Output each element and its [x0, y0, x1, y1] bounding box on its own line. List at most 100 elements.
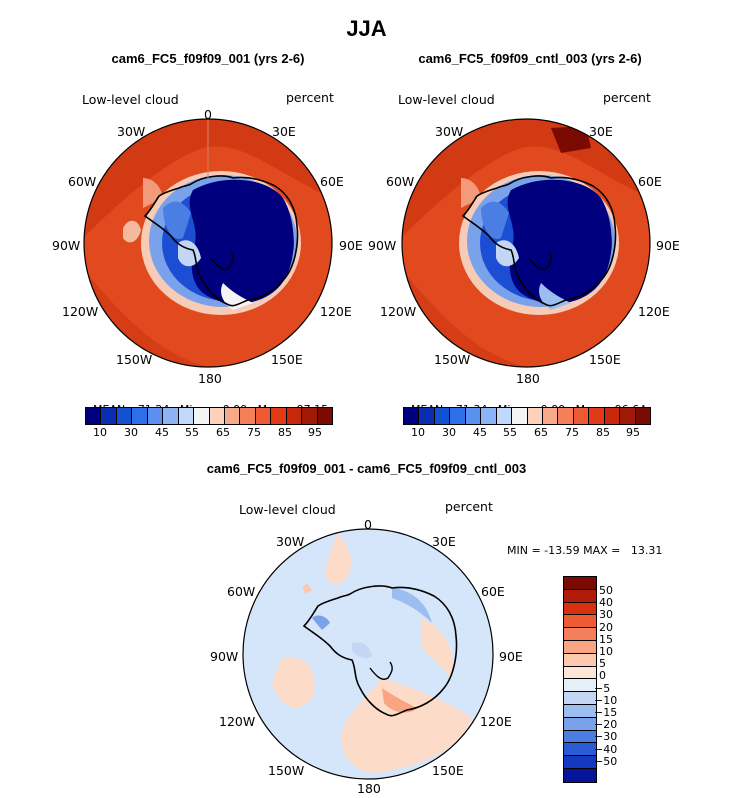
colorbar-swatch	[481, 408, 497, 424]
panel-1-lon-60w: 60W	[68, 174, 97, 189]
colorbar-swatch	[604, 408, 621, 424]
diff-cbar-tick: 40	[599, 596, 613, 610]
colorbar-swatch	[101, 408, 117, 424]
panel-1-cbar-tick: 10	[93, 426, 107, 439]
panel-2-cbar-tick: 30	[442, 426, 456, 439]
colorbar-swatch	[564, 768, 596, 782]
panel-2-cbar-tick: 55	[503, 426, 517, 439]
panel-1-lon-180: 180	[198, 371, 222, 386]
colorbar-swatch	[564, 692, 596, 705]
colorbar-swatch	[564, 679, 596, 693]
panel-1-cbar-tick: 95	[308, 426, 322, 439]
panel-1-lon-120e: 120E	[320, 304, 352, 319]
panel-1-polar-map	[83, 118, 333, 368]
colorbar-swatch	[147, 408, 164, 424]
panel-1-title: cam6_FC5_f09f09_001 (yrs 2-6)	[111, 51, 305, 66]
diff-cbar-tick: −5	[594, 681, 611, 695]
panel-1-lon-60e: 60E	[320, 174, 344, 189]
panel-2-lon-180: 180	[516, 371, 540, 386]
diff-panel-minmax: MIN = -13.59 MAX = 13.31	[507, 544, 663, 557]
panel-2-lon-60w: 60W	[386, 174, 415, 189]
colorbar-swatch	[194, 408, 210, 424]
panel-2-lon-30w: 30W	[435, 124, 464, 139]
diff-panel-title: cam6_FC5_f09f09_001 - cam6_FC5_f09f09_cn…	[206, 461, 527, 476]
diff-cbar-tick: 15	[599, 632, 613, 646]
panel-1-cbar-tick: 55	[185, 426, 199, 439]
colorbar-swatch	[542, 408, 559, 424]
diff-cbar-tick: 10	[599, 645, 613, 658]
diff-cbar-tick: 50	[599, 584, 613, 597]
colorbar-swatch	[240, 408, 256, 424]
colorbar-swatch	[302, 408, 318, 424]
colorbar-swatch	[564, 577, 596, 590]
diff-lon-150w: 150W	[268, 763, 305, 778]
colorbar-swatch	[564, 602, 596, 616]
panel-1-units-label: percent	[286, 90, 334, 105]
panel-2-colorbar	[403, 407, 651, 425]
colorbar-swatch	[255, 408, 272, 424]
colorbar-swatch	[564, 730, 596, 744]
panel-2-lon-150e: 150E	[589, 352, 621, 367]
colorbar-swatch	[564, 615, 596, 629]
colorbar-swatch	[635, 408, 650, 424]
diff-panel-variable-label: Low-level cloud	[239, 502, 336, 517]
panel-1-variable-label: Low-level cloud	[82, 92, 179, 107]
diff-colorbar-ticks: 50 40 30 20 15 10 5 0 −5 −10 −15 −20 −30…	[594, 584, 639, 780]
main-title: JJA	[346, 16, 387, 41]
diff-lon-30w: 30W	[276, 534, 305, 549]
panel-1-lon-0: 0	[204, 107, 212, 122]
panel-1-cbar-tick: 45	[155, 426, 169, 439]
panel-2-lon-90w: 90W	[368, 238, 397, 253]
diff-colorbar	[563, 576, 597, 783]
colorbar-swatch	[465, 408, 482, 424]
colorbar-swatch	[286, 408, 303, 424]
colorbar-swatch	[434, 408, 451, 424]
panel-1-lon-90w: 90W	[52, 238, 81, 253]
colorbar-swatch	[209, 408, 225, 424]
colorbar-swatch	[116, 408, 133, 424]
colorbar-swatch	[564, 717, 596, 731]
panel-2-units-label: percent	[603, 90, 651, 105]
diff-cbar-tick: 30	[599, 608, 613, 622]
colorbar-swatch	[271, 408, 287, 424]
panel-1-lon-150w: 150W	[116, 352, 153, 367]
colorbar-swatch	[404, 408, 420, 424]
panel-1-colorbar	[85, 407, 333, 425]
panel-1-cbar-tick: 30	[124, 426, 138, 439]
colorbar-swatch	[450, 408, 466, 424]
panel-1-lon-30e: 30E	[272, 124, 296, 139]
panel-1-lon-150e: 150E	[271, 352, 303, 367]
panel-1-cbar-tick: 75	[247, 426, 261, 439]
diff-panel-units-label: percent	[445, 499, 493, 514]
colorbar-swatch	[224, 408, 241, 424]
panel-1-cbar-tick: 85	[278, 426, 292, 439]
panel-1-lon-120w: 120W	[62, 304, 99, 319]
colorbar-swatch	[564, 640, 596, 654]
diff-lon-150e: 150E	[432, 763, 464, 778]
diff-lon-90w: 90W	[210, 649, 239, 664]
colorbar-swatch	[564, 666, 596, 680]
colorbar-swatch	[564, 589, 596, 603]
panel-2-lon-120w: 120W	[380, 304, 417, 319]
diff-panel-polar-map	[242, 528, 494, 780]
diff-cbar-tick: −40	[594, 742, 618, 756]
panel-2-cbar-tick: 65	[534, 426, 548, 439]
diff-lon-60w: 60W	[227, 584, 256, 599]
panel-1-colorbar-ticks: 10 30 45 55 65 75 85 95	[85, 426, 333, 440]
diff-lon-90e: 90E	[499, 649, 523, 664]
diff-cbar-tick: −10	[594, 693, 618, 707]
panel-2-lon-30e: 30E	[589, 124, 613, 139]
colorbar-swatch	[558, 408, 574, 424]
diff-lon-180: 180	[357, 781, 381, 796]
colorbar-swatch	[496, 408, 513, 424]
panel-2-cbar-tick: 75	[565, 426, 579, 439]
diff-cbar-tick: 5	[599, 657, 606, 671]
colorbar-swatch	[512, 408, 528, 424]
colorbar-swatch	[564, 628, 596, 641]
diff-cbar-tick: −15	[594, 706, 618, 719]
panel-2-lon-60e: 60E	[638, 174, 662, 189]
panel-2-cbar-tick: 85	[596, 426, 610, 439]
colorbar-swatch	[527, 408, 543, 424]
colorbar-swatch	[564, 704, 596, 718]
diff-cbar-tick: −30	[594, 730, 618, 744]
